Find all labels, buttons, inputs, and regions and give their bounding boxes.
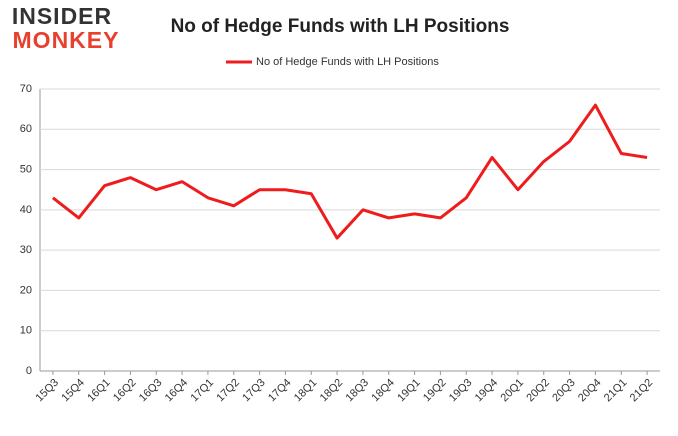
x-tick-label: 16Q2 xyxy=(111,377,139,405)
y-tick-label: 0 xyxy=(26,365,32,377)
x-tick-label: 16Q3 xyxy=(137,377,165,405)
x-tick-label: 18Q2 xyxy=(318,377,346,405)
y-tick-label: 30 xyxy=(20,244,32,256)
x-tick-label: 18Q4 xyxy=(369,377,397,405)
x-tick-label: 20Q4 xyxy=(576,377,604,405)
x-tick-label: 18Q1 xyxy=(292,377,320,405)
x-tick-label: 19Q3 xyxy=(447,377,475,405)
x-tick-label: 16Q1 xyxy=(85,377,113,405)
y-tick-label: 10 xyxy=(20,325,32,337)
x-tick-label: 19Q2 xyxy=(421,377,449,405)
x-tick-label: 15Q3 xyxy=(34,377,62,405)
y-tick-label: 40 xyxy=(20,204,32,216)
x-tick-label: 17Q3 xyxy=(240,377,268,405)
x-tick-label: 19Q4 xyxy=(473,377,501,405)
x-tick-label: 17Q2 xyxy=(214,377,242,405)
x-tick-label: 20Q2 xyxy=(524,377,552,405)
y-tick-label: 70 xyxy=(20,83,32,95)
legend-label: No of Hedge Funds with LH Positions xyxy=(256,56,439,68)
x-tick-label: 21Q2 xyxy=(628,377,656,405)
y-tick-label: 20 xyxy=(20,284,32,296)
y-tick-label: 60 xyxy=(20,123,32,135)
y-tick-label: 50 xyxy=(20,163,32,175)
x-tick-label: 20Q3 xyxy=(550,377,578,405)
x-tick-label: 16Q4 xyxy=(163,377,191,405)
x-tick-label: 18Q3 xyxy=(344,377,372,405)
chart-title: No of Hedge Funds with LH Positions xyxy=(171,16,510,37)
logo-line2: MONKEY xyxy=(13,27,120,53)
data-line xyxy=(51,103,648,240)
logo-line1: INSIDER xyxy=(12,3,112,29)
x-tick-label: 21Q1 xyxy=(602,377,630,405)
x-tick-label: 17Q4 xyxy=(266,377,294,405)
x-tick-label: 15Q4 xyxy=(59,377,87,405)
x-tick-label: 19Q1 xyxy=(395,377,423,405)
x-tick-label: 17Q1 xyxy=(189,377,217,405)
x-tick-label: 20Q1 xyxy=(499,377,527,405)
